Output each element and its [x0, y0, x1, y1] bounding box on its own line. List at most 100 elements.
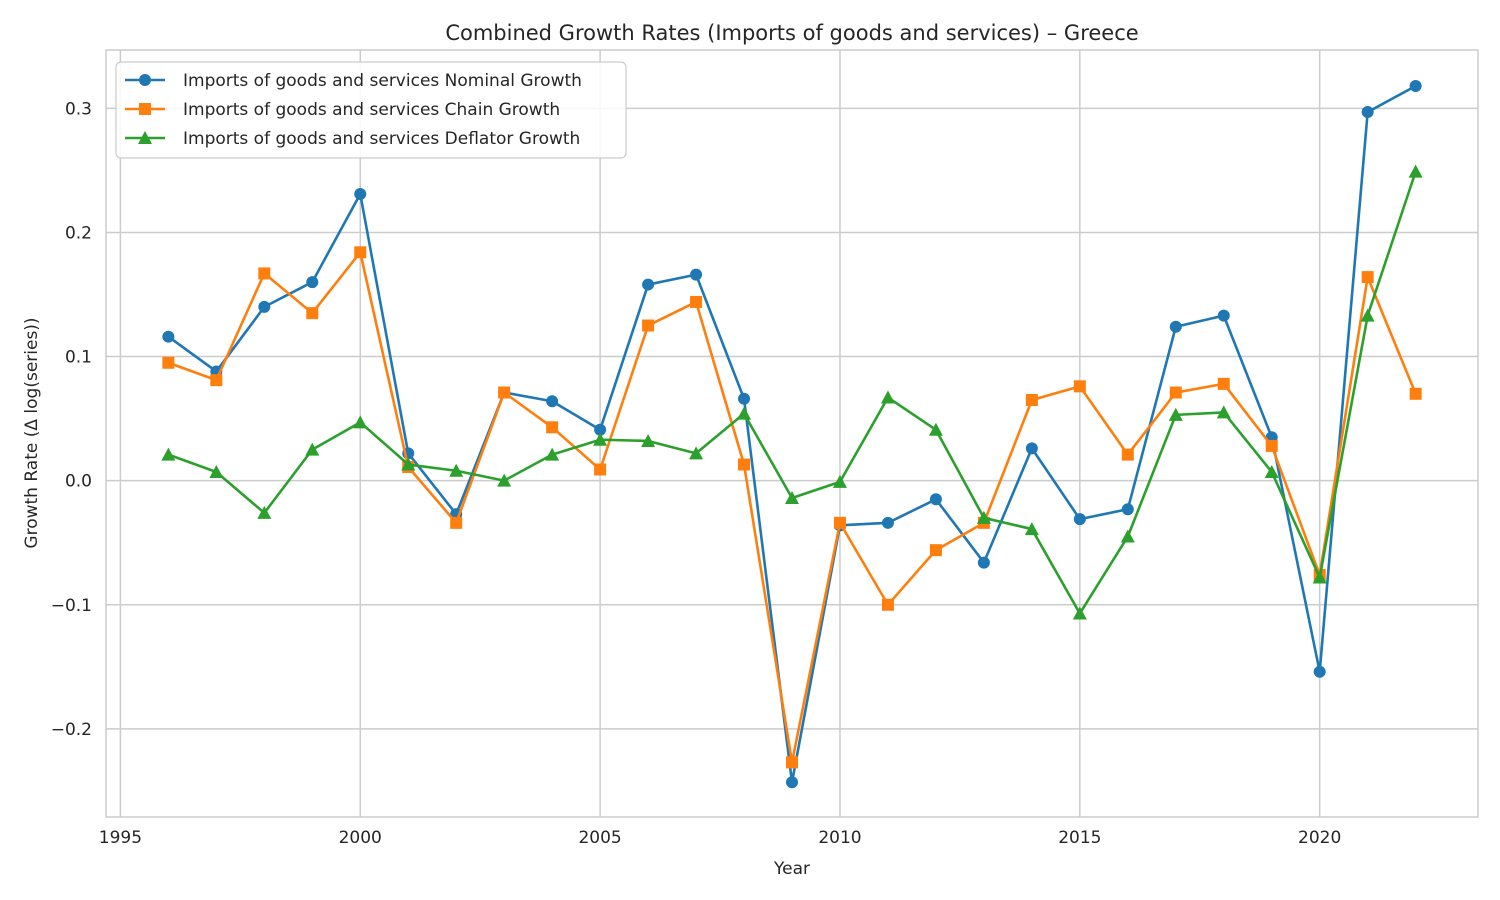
data-point [929, 493, 942, 506]
data-point [690, 295, 703, 308]
data-point [1264, 464, 1279, 478]
data-point [257, 505, 272, 519]
y-axis-label: Growth Rate (Δ log(series)) [22, 317, 42, 548]
data-point [1217, 377, 1230, 390]
chart-title: Combined Growth Rates (Imports of goods … [445, 21, 1138, 45]
data-point [976, 510, 991, 524]
x-axis-label: Year [773, 859, 810, 879]
data-point [1073, 513, 1086, 526]
data-point [1120, 529, 1135, 543]
data-point [1169, 386, 1182, 399]
data-point [1168, 407, 1183, 421]
y-tick-label: 0.2 [65, 223, 92, 243]
data-point [258, 300, 271, 313]
x-tick-label: 2010 [818, 828, 861, 848]
data-point [546, 421, 559, 434]
data-point [641, 433, 656, 447]
data-point [1361, 271, 1374, 284]
data-point [593, 432, 608, 446]
data-point [1025, 442, 1038, 455]
data-point [738, 392, 751, 405]
data-point [594, 423, 607, 436]
y-tick-label: −0.1 [51, 596, 92, 616]
legend-label: Imports of goods and services Nominal Gr… [183, 71, 582, 91]
data-point [353, 415, 368, 429]
x-tick-label: 2020 [1298, 828, 1341, 848]
data-point [354, 246, 367, 259]
data-point [689, 446, 704, 460]
data-point [594, 463, 607, 476]
data-point [1217, 309, 1230, 322]
plot-frame [105, 49, 1479, 818]
data-point [1025, 393, 1038, 406]
data-point [161, 447, 176, 461]
data-point [1265, 439, 1278, 452]
series-2 [162, 246, 1422, 769]
data-point [1024, 522, 1039, 536]
data-point [1313, 665, 1326, 678]
data-point [546, 395, 559, 408]
y-tick-label: 0.3 [65, 99, 92, 119]
legend-marker [139, 74, 151, 86]
data-point [354, 187, 367, 200]
data-point [785, 491, 799, 505]
x-tick-label: 2015 [1058, 828, 1101, 848]
legend: Imports of goods and services Nominal Gr… [115, 61, 627, 159]
data-point [306, 276, 319, 289]
data-point [545, 447, 560, 461]
data-point [449, 463, 464, 477]
y-tick-label: 0.0 [65, 472, 92, 492]
legend-marker [138, 131, 152, 144]
data-point [1409, 79, 1422, 92]
data-point [786, 756, 798, 769]
legend-label: Imports of goods and services Chain Grow… [183, 100, 560, 120]
y-tick-label: 0.1 [65, 348, 92, 368]
legend-label: Imports of goods and services Deflator G… [183, 129, 580, 149]
data-point [881, 516, 894, 529]
axes: 1995 2000 2005 2010 2015 2020 −0.2 −0.1 0.0 0.1 0.… [51, 99, 1342, 848]
data-point [1360, 308, 1375, 322]
series-3 [161, 164, 1423, 620]
data-point [880, 390, 895, 404]
data-point [786, 776, 798, 789]
data-point [1361, 106, 1374, 119]
data-point [642, 319, 655, 332]
legend-box [115, 61, 627, 159]
data-point [1073, 380, 1086, 393]
data-point [642, 278, 655, 291]
data-point [498, 386, 511, 399]
data-point [401, 457, 416, 471]
data-point [1121, 448, 1134, 461]
y-tick-label: −0.2 [51, 720, 92, 740]
data-point [1121, 503, 1134, 516]
data-point [1312, 570, 1327, 584]
data-point [977, 556, 990, 569]
data-point [928, 422, 943, 436]
data-point [738, 458, 751, 471]
x-tick-label: 2005 [578, 828, 621, 848]
data-point [690, 268, 703, 281]
data-point [258, 267, 271, 280]
data-point [497, 473, 512, 487]
data-point [929, 544, 942, 557]
legend-item: Imports of goods and services Nominal Gr… [125, 71, 582, 91]
x-tick-label: 1995 [99, 828, 142, 848]
data-point [305, 442, 320, 456]
data-point [833, 516, 846, 529]
data-point [1216, 405, 1231, 419]
data-point [737, 406, 752, 420]
series-1 [162, 79, 1422, 789]
series-layer [161, 79, 1423, 789]
legend-item: Imports of goods and services Chain Grow… [125, 100, 560, 120]
data-point [210, 374, 223, 387]
series-line [167, 171, 1417, 615]
data-point [881, 598, 894, 611]
data-point [1408, 164, 1423, 178]
data-point [209, 464, 224, 478]
data-point [832, 474, 847, 488]
data-point [1072, 606, 1087, 620]
data-point [306, 307, 319, 320]
data-point [1169, 320, 1182, 333]
